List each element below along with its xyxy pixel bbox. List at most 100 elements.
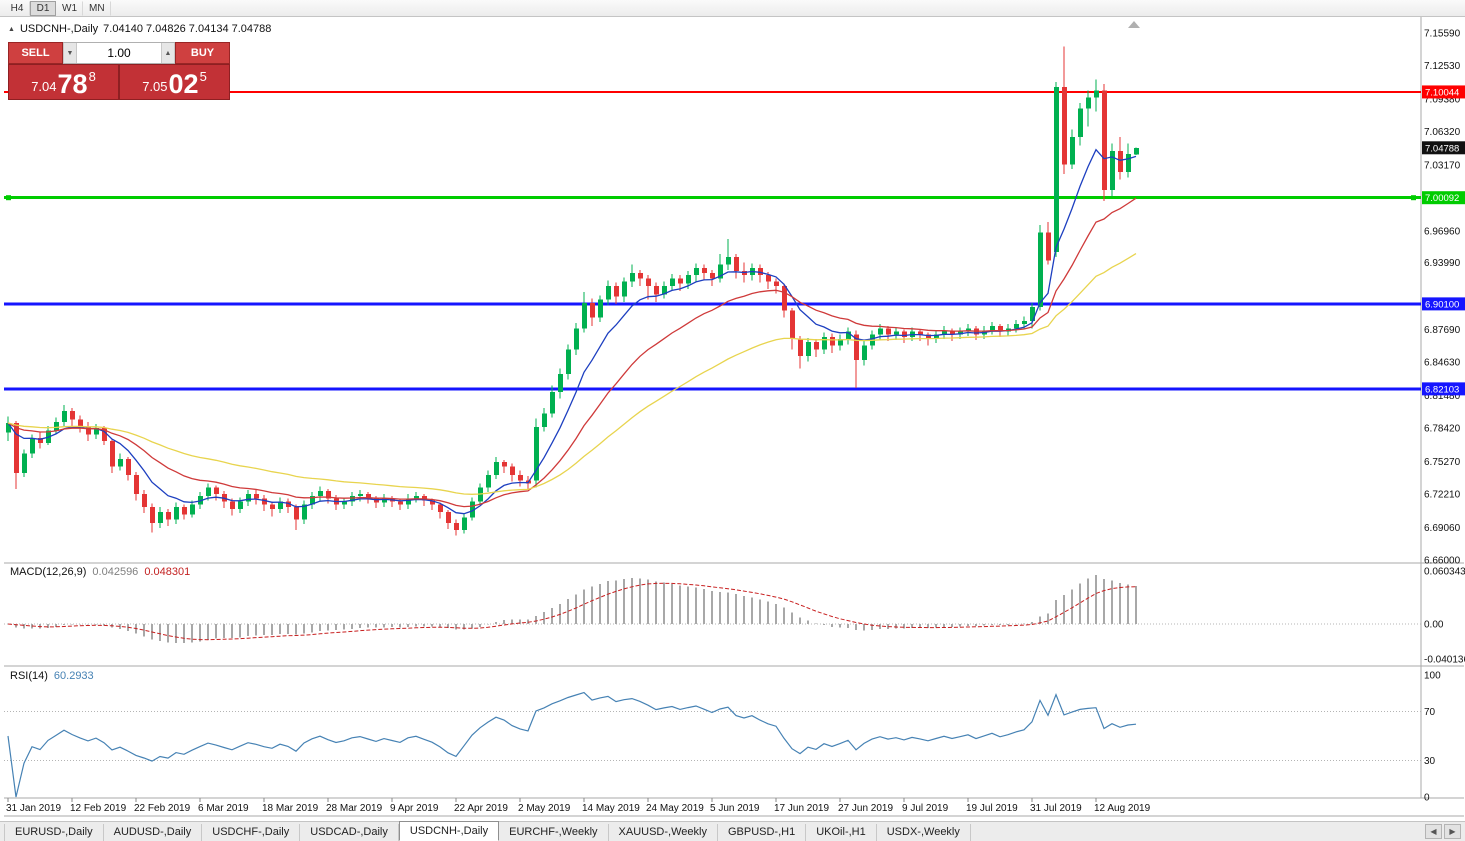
price-axis-label: 7.06320 [1424,127,1461,138]
buy-button[interactable]: BUY [175,42,230,64]
buy-price-display[interactable]: 7.05 02 5 [119,64,230,100]
horizontal-level-lines[interactable] [4,90,1421,391]
macd-name: MACD(12,26,9) [10,566,87,578]
moving-averages-layer [7,148,1137,515]
svg-text:7.00092: 7.00092 [1425,193,1459,204]
one-click-trading-panel: SELL ▼ 1.00 ▲ BUY 7.04 78 8 7.05 02 5 [8,42,230,100]
chart-symbol-label: USDCNH-,Daily [19,23,99,35]
trade-prices-row: 7.04 78 8 7.05 02 5 [8,64,230,100]
level-price-badge [1422,297,1465,311]
buy-price-main: 02 [168,69,199,100]
tab-scroll-left-icon[interactable]: ◀ [1425,824,1442,839]
timeframe-button-d1[interactable]: D1 [30,0,56,16]
sell-price-display[interactable]: 7.04 78 8 [8,64,119,100]
price-axis-label: 6.93990 [1424,258,1461,269]
chart-title: ▲ USDCNH-,Daily 7.04140 7.04826 7.04134 … [8,23,271,35]
date-axis-label: 12 Feb 2019 [70,803,127,814]
date-axis-label: 5 Jun 2019 [710,803,760,814]
chart-shift-marker-icon[interactable] [1128,21,1140,28]
chart-tab-usdx-weekly[interactable]: USDX-,Weekly [877,824,971,841]
svg-text:0.00: 0.00 [1424,620,1444,631]
current-price-badge [1422,141,1465,155]
price-axis-label: 6.78420 [1424,424,1461,435]
svg-text:-0.040136: -0.040136 [1424,655,1465,666]
price-axis-label: 7.03170 [1424,160,1461,171]
price-axis[interactable]: 7.15590 7.12530 7.09380 7.06320 7.03170 6.969… [1422,29,1465,567]
chart-tab-bar: EURUSD-,Daily AUDUSD-,Daily USDCHF-,Daily U… [0,821,1465,841]
macd-layer [4,574,1421,644]
chart-tabs: EURUSD-,Daily AUDUSD-,Daily USDCHF-,Daily U… [4,821,971,841]
timeframe-button-mn[interactable]: MN [83,0,111,16]
volume-increase-button[interactable]: ▲ [161,43,175,63]
rsi-indicator-label: RSI(14) 60.2933 [10,670,94,682]
date-axis-label: 2 May 2019 [518,803,571,814]
price-axis-label: 6.75270 [1424,457,1461,468]
level-price-badge [1422,191,1465,205]
price-axis-label: 6.66000 [1424,556,1461,567]
date-axis-label: 14 May 2019 [582,803,640,814]
date-axis-label: 18 Mar 2019 [262,803,319,814]
price-axis-label: 7.15590 [1424,29,1461,40]
date-axis[interactable]: 31 Jan 2019 12 Feb 2019 22 Feb 2019 6 Mar 2… [6,798,1151,814]
chart-tab-eurusd-daily[interactable]: EURUSD-,Daily [4,824,104,841]
svg-text:70: 70 [1424,707,1436,718]
svg-text:30: 30 [1424,756,1436,767]
level-price-badge [1422,85,1465,99]
line-handle[interactable] [1411,195,1416,201]
price-axis-label: 6.84630 [1424,358,1461,369]
sell-button[interactable]: SELL [8,42,63,64]
sell-price-main: 78 [57,69,88,100]
tab-scroll-controls: ◀ ▶ [1425,824,1465,839]
chart-tab-usdcnh-daily[interactable]: USDCNH-,Daily [398,821,500,841]
svg-text:0.060343: 0.060343 [1424,567,1465,578]
date-axis-label: 17 Jun 2019 [774,803,829,814]
svg-text:6.90100: 6.90100 [1425,299,1459,310]
price-axis-label: 7.09380 [1424,94,1461,105]
date-axis-label: 31 Jul 2019 [1030,803,1082,814]
price-axis-label: 7.12530 [1424,61,1461,72]
candles-layer [6,46,1139,536]
chart-tab-audusd-daily[interactable]: AUDUSD-,Daily [104,824,203,841]
chart-tab-usdchf-daily[interactable]: USDCHF-,Daily [202,824,301,841]
sell-price-pip: 8 [88,69,96,84]
price-axis-label: 6.72210 [1424,490,1461,501]
svg-text:100: 100 [1424,671,1441,682]
volume-input[interactable]: 1.00 [107,46,131,60]
buy-price-prefix: 7.05 [142,79,168,94]
date-axis-label: 31 Jan 2019 [6,803,61,814]
price-axis-label: 6.69060 [1424,523,1461,534]
line-handles[interactable] [6,195,1416,201]
chart-tab-usdcad-daily[interactable]: USDCAD-,Daily [300,824,399,841]
rsi-name: RSI(14) [10,670,48,682]
panel-separators [4,17,1464,817]
price-axis-label: 6.87690 [1424,325,1461,336]
date-axis-label: 12 Aug 2019 [1094,803,1151,814]
svg-text:7.04788: 7.04788 [1425,143,1459,154]
chart-tab-gbpusd-h1[interactable]: GBPUSD-,H1 [718,824,807,841]
date-axis-label: 24 May 2019 [646,803,704,814]
svg-text:6.82103: 6.82103 [1425,384,1459,395]
chart-tab-xauusd-weekly[interactable]: XAUUSD-,Weekly [609,824,718,841]
svg-text:7.10044: 7.10044 [1425,87,1459,98]
line-handle[interactable] [6,195,11,201]
svg-text:0: 0 [1424,793,1430,804]
timeframe-button-h4[interactable]: H4 [4,0,30,16]
date-axis-label: 6 Mar 2019 [198,803,249,814]
date-axis-label: 9 Jul 2019 [902,803,949,814]
date-axis-label: 27 Jun 2019 [838,803,893,814]
price-axis-label: 6.96960 [1424,226,1461,237]
buy-price-pip: 5 [199,69,207,84]
chart-tab-ukoil-h1[interactable]: UKOil-,H1 [806,824,877,841]
chart-tab-eurchf-weekly[interactable]: EURCHF-,Weekly [499,824,609,841]
macd-value-main: 0.042596 [92,566,139,578]
tab-scroll-right-icon[interactable]: ▶ [1444,824,1461,839]
date-axis-label: 19 Jul 2019 [966,803,1018,814]
volume-decrease-button[interactable]: ▼ [63,43,77,63]
date-axis-label: 22 Feb 2019 [134,803,191,814]
volume-control: ▼ 1.00 ▲ [63,42,175,64]
timeframe-button-w1[interactable]: W1 [56,0,83,16]
rsi-layer [4,691,1421,798]
chart-canvas[interactable]: 7.15590 7.12530 7.09380 7.06320 7.03170 6.969… [0,17,1465,818]
level-price-badge [1422,382,1465,396]
